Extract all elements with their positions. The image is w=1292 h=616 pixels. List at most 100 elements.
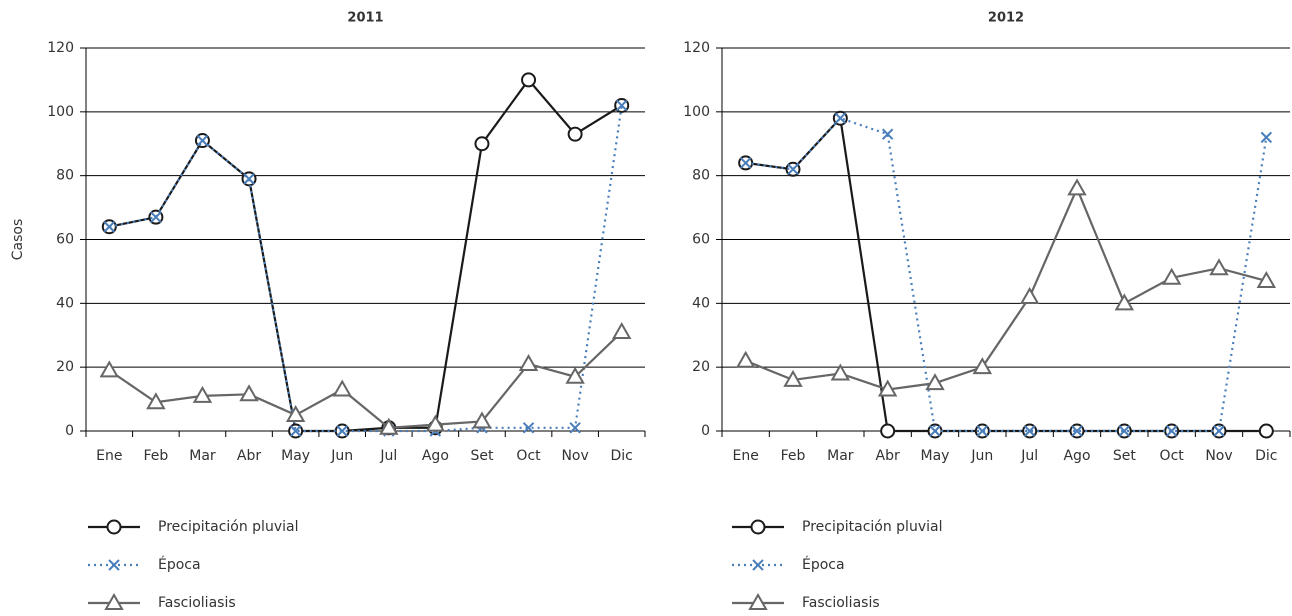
x-tick-label: Oct xyxy=(1160,448,1185,464)
marker xyxy=(783,369,803,387)
marker xyxy=(1165,425,1178,437)
marker xyxy=(830,363,851,381)
y-tick-label: 60 xyxy=(56,232,74,248)
y-tick-label: 20 xyxy=(56,359,74,375)
marker xyxy=(1067,178,1087,196)
marker xyxy=(1023,425,1036,437)
y-tick-label: 80 xyxy=(56,168,74,184)
series-line xyxy=(109,78,623,433)
x-tick-label: Jun xyxy=(330,448,353,464)
x-tick-label: Feb xyxy=(781,448,806,464)
x-tick-label: Set xyxy=(1113,448,1137,464)
marker xyxy=(787,163,799,175)
x-tick-label: May xyxy=(281,448,310,464)
marker xyxy=(616,99,628,112)
marker xyxy=(192,385,213,403)
marker xyxy=(472,411,492,429)
y-tick-label: 120 xyxy=(683,40,710,56)
legend-label: Precipitación pluvial xyxy=(158,519,298,535)
marker xyxy=(735,350,756,368)
chart-title: 2012 xyxy=(988,11,1024,26)
x-tick-label: Jun xyxy=(970,448,993,464)
chart-title: 2011 xyxy=(347,11,383,26)
legend-label: Fascioliasis xyxy=(158,595,236,611)
x-tick-label: May xyxy=(921,448,950,464)
legend-marker xyxy=(752,559,764,571)
marker xyxy=(239,384,259,402)
marker xyxy=(1209,258,1229,276)
marker xyxy=(146,392,166,410)
y-tick-label: 40 xyxy=(692,295,710,311)
y-tick-label: 60 xyxy=(692,232,710,248)
legend-label: Época xyxy=(802,556,845,573)
y-tick-label: 20 xyxy=(692,359,710,375)
y-tick-label: 100 xyxy=(683,104,710,120)
legend-marker xyxy=(750,519,766,535)
marker xyxy=(925,373,945,391)
marker xyxy=(1258,423,1274,439)
marker xyxy=(881,128,894,140)
marker xyxy=(518,353,539,371)
y-tick-label: 0 xyxy=(701,423,710,439)
marker xyxy=(880,423,896,439)
legend-label: Época xyxy=(158,556,201,573)
marker xyxy=(565,366,585,384)
marker xyxy=(521,72,537,88)
marker xyxy=(739,157,752,169)
marker xyxy=(972,357,993,375)
x-tick-label: Jul xyxy=(1020,448,1038,464)
marker xyxy=(1213,425,1225,437)
marker xyxy=(1256,270,1277,288)
marker xyxy=(1114,293,1135,311)
series-line xyxy=(745,185,1267,391)
legend-marker xyxy=(108,559,120,571)
marker xyxy=(569,422,581,434)
x-tick-label: Abr xyxy=(876,448,900,464)
x-tick-label: Oct xyxy=(516,448,541,464)
x-tick-label: Abr xyxy=(237,448,261,464)
marker xyxy=(929,425,941,437)
marker xyxy=(567,126,583,142)
x-tick-label: Ago xyxy=(422,448,449,464)
x-tick-label: Ago xyxy=(1063,448,1090,464)
x-tick-label: Nov xyxy=(561,448,588,464)
x-tick-label: Mar xyxy=(189,448,216,464)
x-tick-label: Ene xyxy=(96,448,122,464)
marker xyxy=(379,417,399,435)
marker xyxy=(99,360,120,378)
y-tick-label: 100 xyxy=(47,104,74,120)
y-tick-label: 40 xyxy=(56,295,74,311)
marker xyxy=(289,425,302,437)
marker xyxy=(1019,286,1040,304)
series-line xyxy=(108,331,623,429)
marker xyxy=(196,134,209,147)
y-axis-label: Casos xyxy=(10,219,26,261)
legend-marker xyxy=(104,592,124,610)
x-tick-label: Nov xyxy=(1205,448,1232,464)
series-line xyxy=(745,115,1267,433)
marker xyxy=(976,425,989,437)
x-tick-label: Feb xyxy=(143,448,168,464)
marker xyxy=(1071,425,1083,437)
marker xyxy=(150,211,162,223)
marker xyxy=(425,414,446,432)
x-tick-label: Dic xyxy=(1255,448,1277,464)
y-tick-label: 80 xyxy=(692,168,710,184)
marker xyxy=(474,136,490,152)
y-tick-label: 120 xyxy=(47,40,74,56)
x-tick-label: Mar xyxy=(827,448,854,464)
legend-label: Precipitación pluvial xyxy=(802,519,942,535)
marker xyxy=(336,425,348,437)
x-tick-label: Set xyxy=(470,448,494,464)
marker xyxy=(285,405,306,423)
marker xyxy=(1118,425,1131,437)
y-tick-label: 0 xyxy=(65,423,74,439)
x-tick-label: Dic xyxy=(611,448,633,464)
marker xyxy=(1260,131,1273,144)
x-tick-label: Ene xyxy=(732,448,758,464)
marker xyxy=(834,112,847,124)
marker xyxy=(243,173,255,185)
marker xyxy=(611,322,632,340)
marker xyxy=(332,379,352,397)
